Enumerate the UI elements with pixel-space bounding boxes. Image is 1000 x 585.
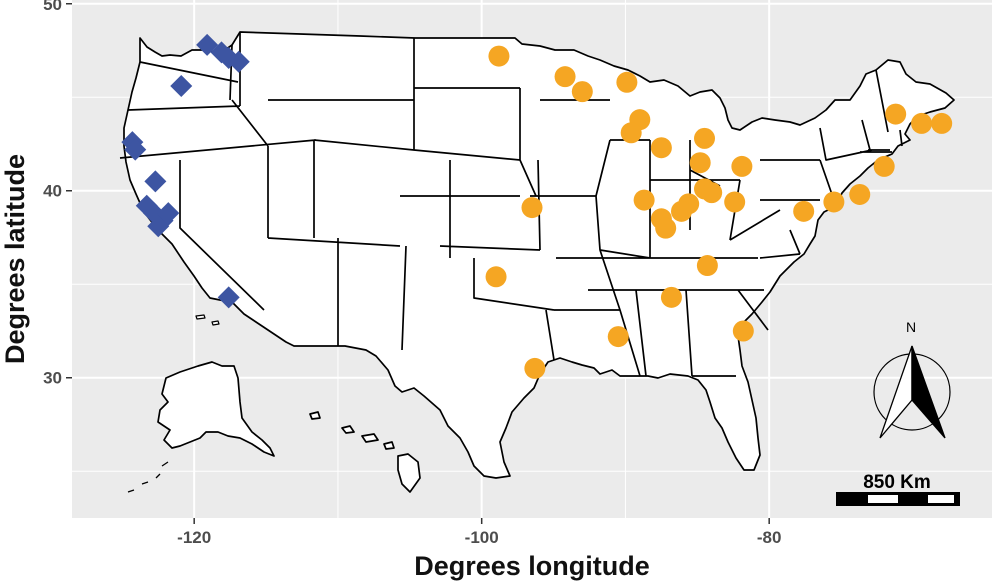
east-site-circle-marker [671, 200, 692, 222]
data-points [121, 33, 953, 379]
x-axis-title: Degrees longitude [414, 551, 650, 581]
east-site-circle-marker [701, 182, 723, 204]
x-tick-label: -100 [465, 528, 499, 547]
east-site-circle-marker [849, 183, 871, 205]
hawaii-islands [309, 411, 421, 493]
y-tick-label: 30 [43, 369, 62, 388]
east-site-circle-marker [485, 266, 507, 288]
east-site-circle-marker [521, 197, 543, 219]
east-site-circle-marker [616, 71, 638, 93]
west-site-diamond-marker [147, 215, 170, 238]
west-site-diamond-marker [227, 50, 250, 73]
east-site-circle-marker [911, 112, 933, 134]
y-axis-title: Degrees latitude [0, 154, 30, 364]
x-tick-label: -80 [757, 528, 782, 547]
east-site-circle-marker [650, 137, 672, 159]
east-site-circle-marker [633, 189, 655, 211]
east-site-circle-marker [731, 155, 753, 177]
west-site-diamond-marker [217, 286, 240, 309]
east-site-circle-marker [873, 155, 895, 177]
east-site-circle-marker [694, 127, 715, 149]
east-site-circle-marker [488, 45, 510, 67]
east-site-circle-marker [696, 255, 718, 277]
east-site-circle-marker [571, 81, 593, 103]
east-site-circle-marker [554, 66, 576, 88]
east-site-circle-marker [655, 217, 677, 239]
east-site-circle-marker [620, 122, 642, 144]
east-site-circle-marker [660, 286, 682, 308]
y-tick-label: 50 [43, 0, 62, 14]
east-site-circle-marker [732, 320, 754, 342]
scale-bar-segment [868, 495, 898, 503]
north-arrow: N [873, 319, 951, 439]
channel-islands [195, 314, 220, 326]
contiguous-us-outline [123, 31, 955, 479]
scale-bar-label: 850 Km [863, 472, 931, 493]
east-site-circle-marker [524, 357, 546, 379]
us-state-map [119, 31, 955, 493]
east-site-circle-marker [885, 103, 907, 125]
y-tick-label: 40 [43, 182, 62, 201]
east-site-circle-marker [823, 191, 845, 213]
west-site-diamond-marker [170, 75, 193, 98]
east-site-circle-marker [931, 112, 953, 134]
east-site-circle-marker [607, 326, 629, 348]
axes: -120 -100 -80 30 40 50 [43, 0, 781, 547]
alaska-outline [157, 361, 275, 457]
west-site-diamond-marker [144, 170, 167, 193]
east-site-circle-marker [724, 191, 746, 213]
west-site-diamond-marker [217, 46, 240, 69]
scale-bar-segment [928, 495, 954, 503]
x-tick-label: -120 [177, 528, 211, 547]
aleutian-islands [127, 461, 169, 493]
compass-arrow-right-icon [911, 345, 946, 439]
east-site-circle-marker [793, 200, 815, 222]
west-site-diamond-marker [124, 138, 147, 161]
north-label: N [906, 319, 916, 335]
east-site-circle-marker [689, 152, 711, 174]
scale-bar: 850 Km [836, 472, 960, 506]
